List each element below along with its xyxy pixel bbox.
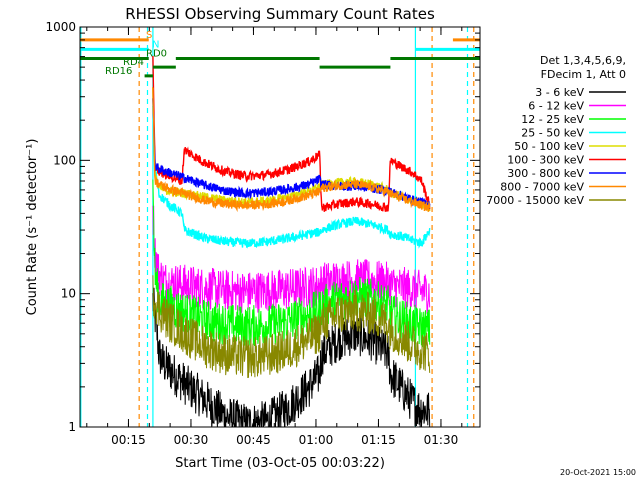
x-tick-label: 00:15 (111, 433, 146, 447)
y-axis-label: Count Rate (s⁻¹ detector⁻¹) (25, 139, 40, 316)
state-bar-label-s: S (146, 30, 152, 41)
legend-label-12-25-kev: 12 - 25 keV (521, 113, 584, 126)
state-bar-label-rd4: RD4 (123, 57, 144, 68)
legend-label-100-300-kev: 100 - 300 keV (507, 154, 584, 167)
series-line-3-6-kev (152, 287, 431, 427)
legend-label-300-800-kev: 300 - 800 keV (507, 167, 584, 180)
y-tick-label: 1000 (45, 20, 76, 34)
state-bars (80, 38, 480, 78)
legend: Det 1,3,4,5,6,9, FDecim 1, Att 0 3 - 6 k… (486, 54, 626, 207)
x-tick-label: 00:30 (174, 433, 209, 447)
y-tick-label: 100 (53, 153, 76, 167)
state-bar-label-rd16: RD16 (105, 66, 132, 77)
legend-header-detectors: Det 1,3,4,5,6,9, (540, 54, 626, 67)
series-lines (152, 55, 431, 427)
y-axis: 1 10 100 1000 (45, 20, 480, 434)
y-tick-label: 10 (61, 287, 76, 301)
state-bar-label-n: N (152, 39, 159, 50)
chart-title: RHESSI Observing Summary Count Rates (125, 5, 435, 23)
legend-label-25-50-kev: 25 - 50 keV (521, 127, 584, 140)
series-line-100-300-kev (152, 55, 431, 212)
series-line-300-800-kev (152, 98, 431, 209)
series-line-7000-15000-kev (152, 275, 431, 379)
x-tick-label: 01:15 (361, 433, 396, 447)
legend-label-50-100-kev: 50 - 100 keV (514, 140, 584, 153)
plot-frame (79, 26, 481, 428)
legend-label-800-7000-kev: 800 - 7000 keV (500, 181, 584, 194)
legend-header-fdecim: FDecim 1, Att 0 (541, 68, 626, 81)
y-tick-label: 1 (68, 420, 76, 434)
series-line-12-25-kev (152, 179, 431, 350)
legend-label-3-6-kev: 3 - 6 keV (535, 86, 584, 99)
series-line-800-7000-kev (152, 87, 431, 213)
series-line-6-12-kev (152, 205, 431, 315)
footer-timestamp: 20-Oct-2021 15:00 (560, 468, 636, 477)
x-axis: 00:15 00:30 00:45 01:00 01:15 01:30 (86, 27, 463, 447)
x-tick-label: 00:45 (236, 433, 271, 447)
x-axis-label: Start Time (03-Oct-05 00:03:22) (175, 456, 385, 471)
x-tick-label: 01:00 (299, 433, 334, 447)
legend-label-6-12-kev: 6 - 12 keV (528, 100, 584, 113)
state-bar-label-rd0: RD0 (146, 49, 167, 60)
series-line-25-50-kev (152, 105, 431, 249)
legend-label-7000-15000-kev: 7000 - 15000 keV (486, 194, 584, 207)
x-tick-label: 01:30 (424, 433, 459, 447)
